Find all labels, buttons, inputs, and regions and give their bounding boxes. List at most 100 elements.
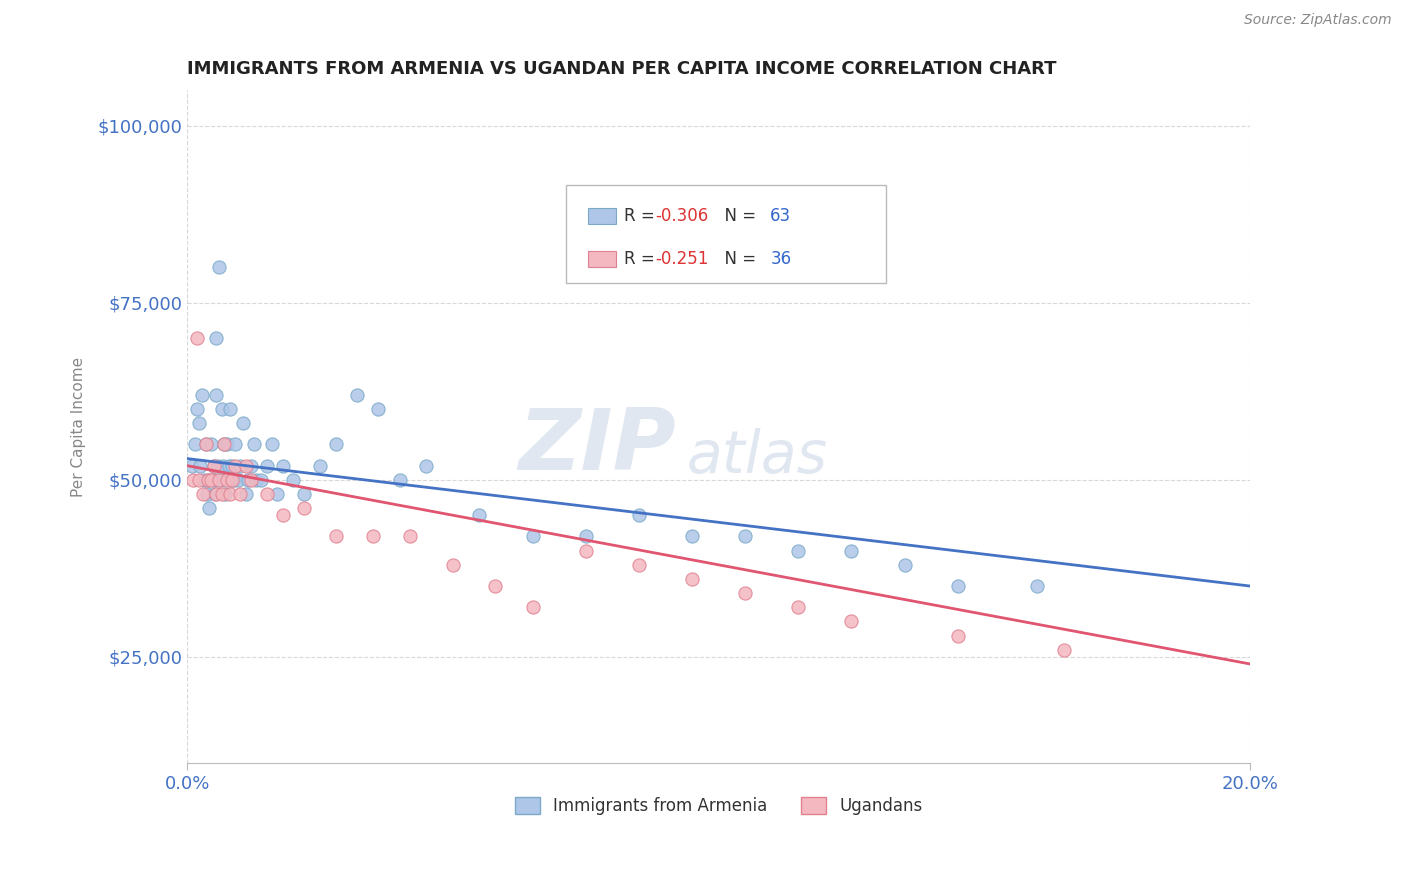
Point (218, 487, 240, 501)
Point (222, 473, 245, 487)
Point (229, 458, 252, 473)
Point (256, 487, 278, 501)
Point (266, 487, 288, 501)
Point (239, 473, 262, 487)
Point (256, 458, 278, 473)
Point (183, 473, 205, 487)
Point (187, 473, 209, 487)
Text: ZIP: ZIP (519, 405, 676, 489)
Text: 36: 36 (770, 250, 792, 268)
Point (245, 473, 267, 487)
Point (522, 529, 544, 543)
Point (215, 473, 238, 487)
Point (1026, 579, 1049, 593)
Point (441, 558, 464, 572)
Point (219, 473, 242, 487)
Point (239, 458, 262, 473)
Point (205, 331, 228, 345)
Point (232, 416, 254, 430)
Point (415, 458, 437, 473)
Text: -0.306: -0.306 (655, 207, 709, 226)
Legend: Immigrants from Armenia, Ugandans: Immigrants from Armenia, Ugandans (508, 790, 929, 822)
Point (734, 529, 756, 543)
Point (211, 402, 233, 417)
Point (208, 473, 231, 487)
Point (325, 437, 347, 451)
Point (205, 487, 228, 501)
Point (346, 388, 368, 402)
Point (235, 458, 257, 473)
Point (195, 487, 218, 501)
Text: atlas: atlas (686, 428, 828, 485)
Point (681, 572, 703, 586)
Point (484, 579, 506, 593)
Point (787, 600, 810, 615)
Point (194, 437, 217, 451)
Point (361, 529, 384, 543)
Point (250, 473, 273, 487)
Point (224, 437, 246, 451)
Point (186, 331, 208, 345)
Text: 63: 63 (770, 207, 792, 226)
Point (200, 437, 222, 451)
Point (193, 473, 215, 487)
Point (214, 487, 236, 501)
Point (399, 529, 422, 543)
Point (218, 458, 240, 473)
Point (1053, 642, 1076, 657)
Point (202, 458, 225, 473)
Point (681, 529, 703, 543)
Point (224, 458, 246, 473)
Point (292, 501, 315, 516)
Text: N =: N = (714, 207, 762, 226)
Point (271, 508, 294, 523)
Point (197, 473, 219, 487)
Point (229, 487, 252, 501)
Point (212, 458, 235, 473)
Point (841, 615, 863, 629)
Point (627, 508, 650, 523)
Point (946, 629, 969, 643)
Text: R =: R = (624, 207, 659, 226)
Point (181, 458, 204, 473)
Point (200, 473, 222, 487)
Point (214, 437, 236, 451)
Point (309, 458, 332, 473)
Point (214, 437, 236, 451)
Point (787, 543, 810, 558)
Text: Source: ZipAtlas.com: Source: ZipAtlas.com (1244, 13, 1392, 28)
Point (221, 458, 243, 473)
Text: -0.251: -0.251 (655, 250, 709, 268)
Point (209, 473, 232, 487)
Point (893, 558, 915, 572)
Point (468, 508, 491, 523)
Text: IMMIGRANTS FROM ARMENIA VS UGANDAN PER CAPITA INCOME CORRELATION CHART: IMMIGRANTS FROM ARMENIA VS UGANDAN PER C… (187, 60, 1056, 78)
Point (575, 543, 598, 558)
Point (283, 473, 305, 487)
Point (201, 473, 224, 487)
Point (235, 487, 257, 501)
Point (208, 260, 231, 275)
Point (194, 437, 217, 451)
Point (211, 487, 233, 501)
Point (242, 437, 264, 451)
Point (197, 473, 219, 487)
Point (522, 600, 544, 615)
Text: N =: N = (714, 250, 762, 268)
Point (367, 402, 389, 417)
Point (207, 458, 229, 473)
Point (271, 458, 294, 473)
Point (198, 501, 221, 516)
Point (627, 558, 650, 572)
Point (215, 437, 238, 451)
Point (184, 437, 207, 451)
Point (186, 402, 208, 417)
Point (388, 473, 411, 487)
Point (238, 473, 260, 487)
Text: R =: R = (624, 250, 659, 268)
Point (205, 388, 228, 402)
Point (191, 487, 214, 501)
Point (218, 402, 240, 417)
Point (946, 579, 969, 593)
Point (841, 543, 863, 558)
